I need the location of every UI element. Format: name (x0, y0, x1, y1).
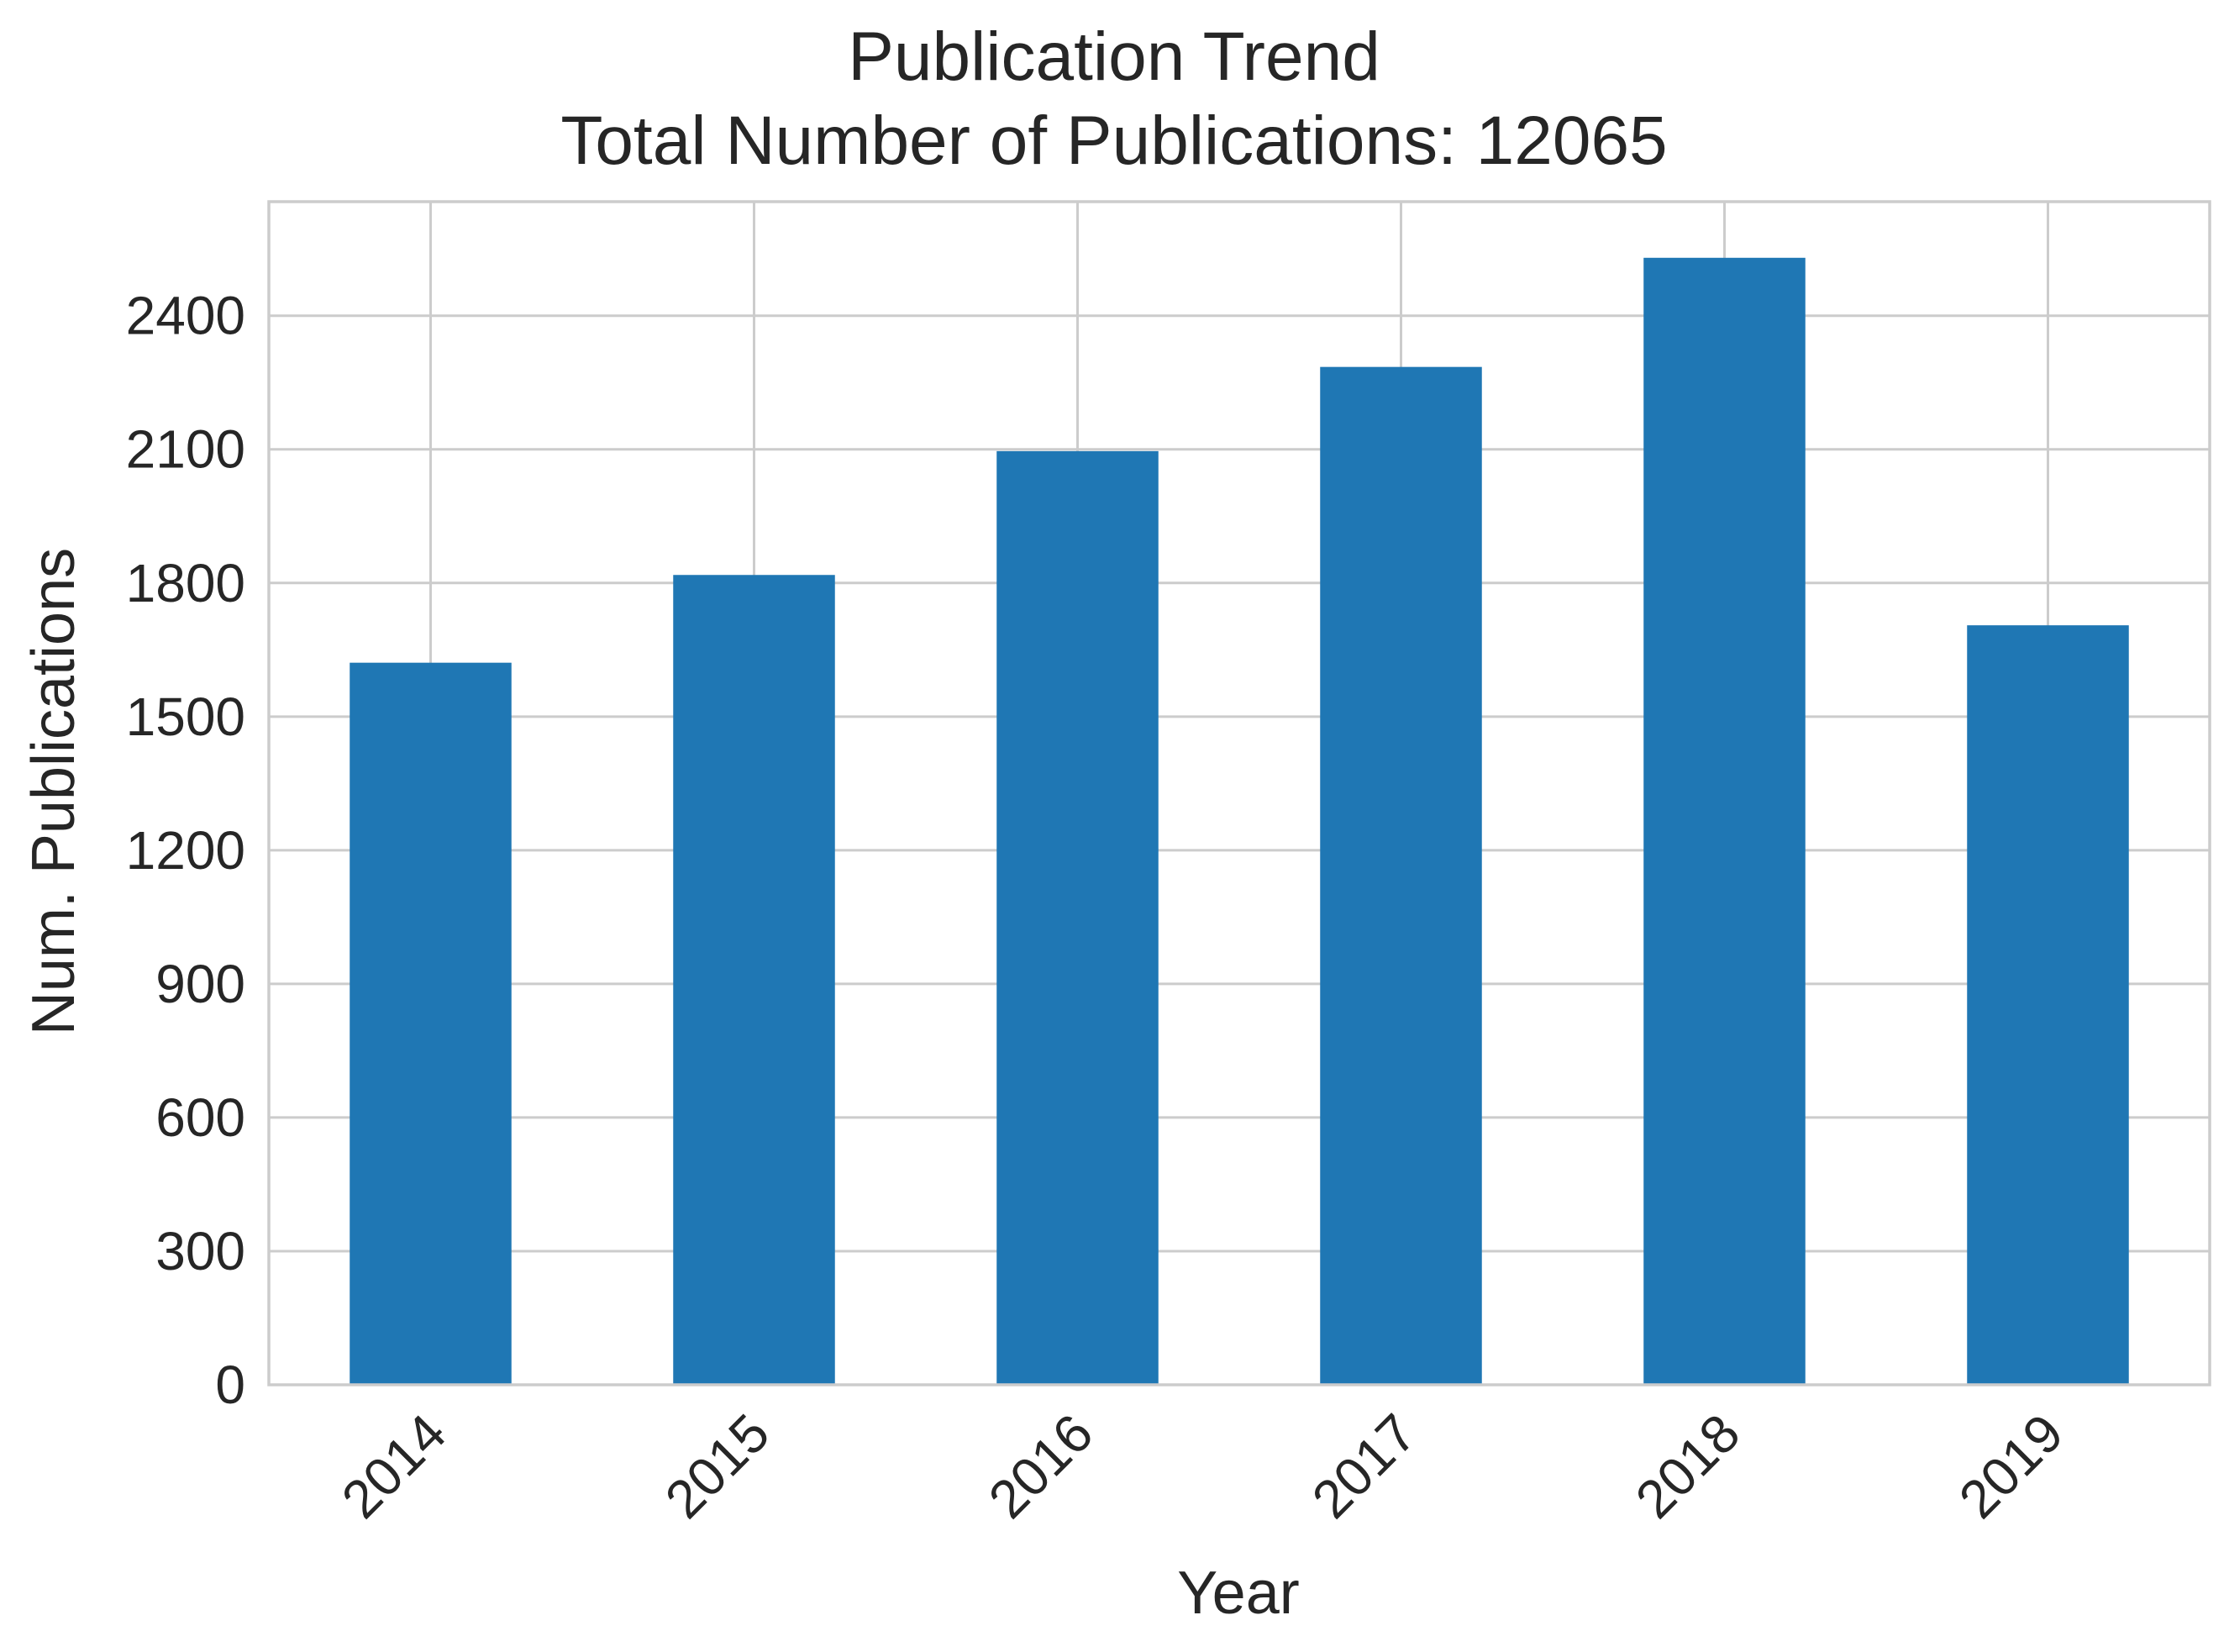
x-tick-label: 2019 (1948, 1402, 2075, 1530)
y-axis-ticks: 0 300 600 900 1200 1500 1800 2100 2400 (126, 286, 245, 1415)
y-tick-label: 1500 (126, 687, 245, 747)
y-tick-label: 2400 (126, 286, 245, 346)
y-tick-label: 300 (155, 1221, 245, 1281)
bar-2017 (1320, 366, 1482, 1386)
bar-2015 (673, 575, 835, 1385)
chart-title-line-2: Total Number of Publications: 12065 (560, 103, 1667, 179)
x-tick-label: 2018 (1624, 1402, 1752, 1530)
x-tick-label: 2017 (1301, 1402, 1428, 1530)
bar-2014 (350, 662, 512, 1385)
bar-2018 (1643, 257, 1806, 1385)
plot-frame (267, 200, 2211, 1386)
y-axis-label: Num. Publications (20, 548, 87, 1035)
y-tick-label: 0 (215, 1355, 245, 1415)
y-tick-label: 1200 (126, 820, 245, 881)
x-axis-ticks: 2014 2015 2016 2017 2018 2019 (330, 1402, 2075, 1530)
bar-2019 (1967, 625, 2129, 1385)
bars (350, 257, 2129, 1386)
y-tick-label: 600 (155, 1087, 245, 1148)
grid-lines (269, 202, 2210, 1385)
x-tick-label: 2014 (330, 1402, 458, 1530)
y-tick-label: 2100 (126, 419, 245, 480)
x-tick-label: 2015 (654, 1402, 781, 1530)
chart-title-line-1: Publication Trend (848, 18, 1380, 95)
y-tick-label: 1800 (126, 553, 245, 613)
y-tick-label: 900 (155, 954, 245, 1014)
x-tick-label: 2016 (977, 1402, 1105, 1530)
x-axis-label: Year (1177, 1560, 1299, 1627)
bar-2016 (996, 450, 1159, 1386)
